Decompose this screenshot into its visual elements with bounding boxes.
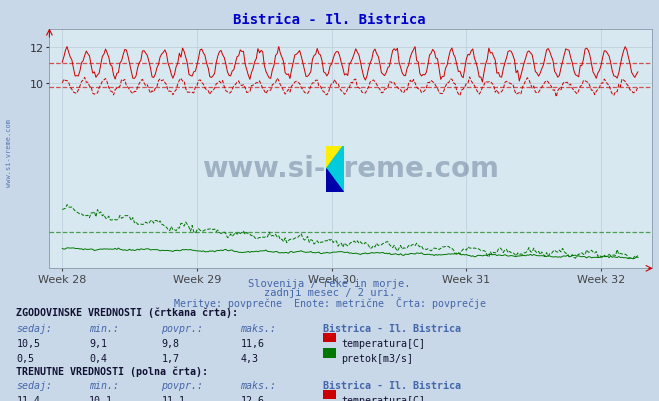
Text: temperatura[C]: temperatura[C] [341,395,425,401]
Text: Bistrica - Il. Bistrica: Bistrica - Il. Bistrica [323,323,461,333]
Text: min.:: min.: [89,381,119,390]
Polygon shape [326,169,343,192]
Text: www.si-vreme.com: www.si-vreme.com [202,154,500,182]
Text: 11,1: 11,1 [161,395,185,401]
Text: 9,1: 9,1 [89,338,107,348]
Bar [323,348,336,358]
Text: maks.:: maks.: [241,381,277,390]
Text: 1,7: 1,7 [161,353,179,363]
Polygon shape [326,146,343,192]
Polygon shape [326,146,343,169]
Text: 10,5: 10,5 [16,338,40,348]
Text: 0,5: 0,5 [16,353,34,363]
Text: Bistrica - Il. Bistrica: Bistrica - Il. Bistrica [323,381,461,390]
Text: maks.:: maks.: [241,323,277,333]
Text: temperatura[C]: temperatura[C] [341,338,425,348]
Bar [323,390,336,399]
Text: TRENUTNE VREDNOSTI (polna črta):: TRENUTNE VREDNOSTI (polna črta): [16,366,208,376]
Text: Bistrica - Il. Bistrica: Bistrica - Il. Bistrica [233,13,426,27]
Text: Meritve: povprečne  Enote: metrične  Črta: povprečje: Meritve: povprečne Enote: metrične Črta:… [173,296,486,308]
Text: povpr.:: povpr.: [161,381,204,390]
Text: sedaj:: sedaj: [16,323,53,333]
Text: min.:: min.: [89,323,119,333]
Text: 9,8: 9,8 [161,338,179,348]
Text: zadnji mesec / 2 uri.: zadnji mesec / 2 uri. [264,288,395,298]
Text: 11,6: 11,6 [241,338,264,348]
Text: 10,1: 10,1 [89,395,113,401]
Text: Slovenija / reke in morje.: Slovenija / reke in morje. [248,279,411,289]
Text: www.si-vreme.com: www.si-vreme.com [5,118,12,186]
Text: pretok[m3/s]: pretok[m3/s] [341,353,413,363]
Text: ZGODOVINSKE VREDNOSTI (črtkana črta):: ZGODOVINSKE VREDNOSTI (črtkana črta): [16,307,239,317]
Text: 11,4: 11,4 [16,395,40,401]
Text: 12,6: 12,6 [241,395,264,401]
Text: 0,4: 0,4 [89,353,107,363]
Text: povpr.:: povpr.: [161,323,204,333]
Text: 4,3: 4,3 [241,353,258,363]
Text: sedaj:: sedaj: [16,381,53,390]
Bar [323,333,336,342]
